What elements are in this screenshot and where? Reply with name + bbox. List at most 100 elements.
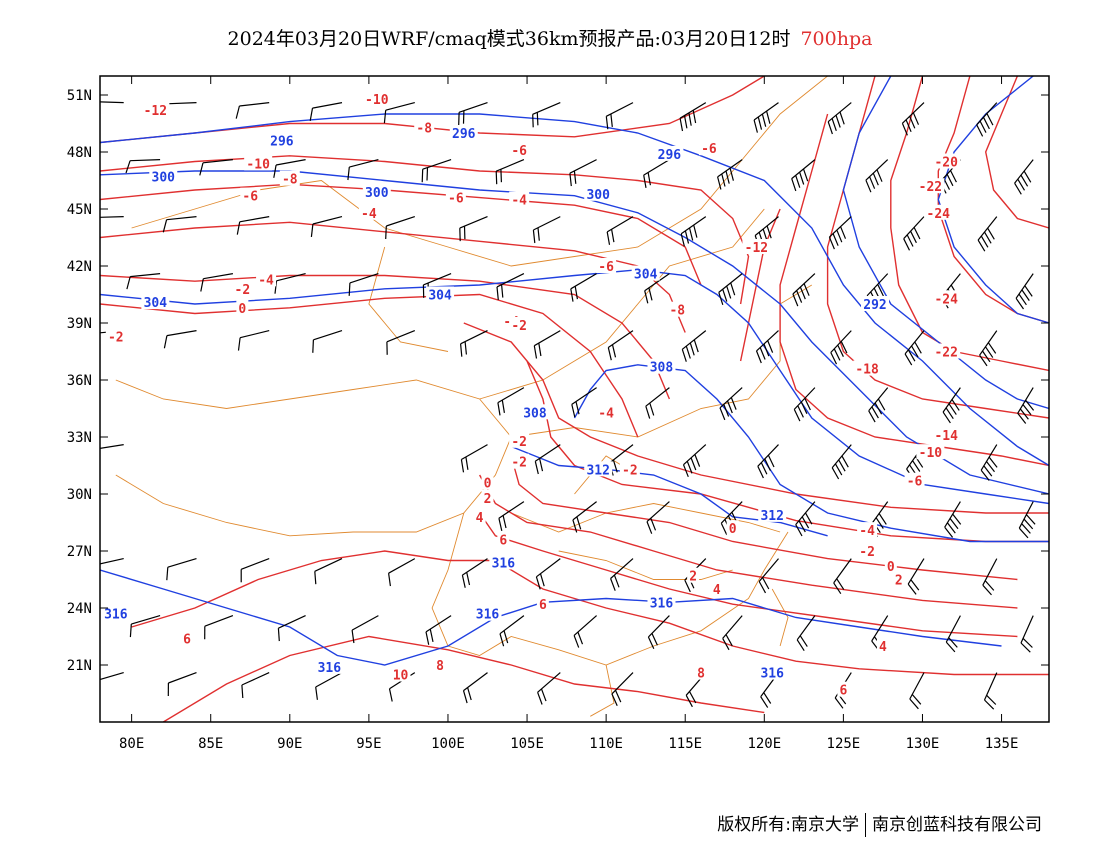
- temperature-label: -8: [416, 121, 432, 136]
- wind-barb-staff: [458, 102, 488, 113]
- temperature-label-bg: [904, 472, 925, 488]
- wind-barb-flag: [90, 218, 94, 230]
- wind-barb-flag: [795, 175, 801, 188]
- wind-barb-flag: [644, 290, 649, 304]
- temperature-label-bg: [667, 301, 688, 317]
- wind-barb-flag: [804, 398, 811, 411]
- wind-barb-flag: [534, 461, 539, 475]
- wind-barb-flag: [647, 172, 651, 186]
- wind-barb-staff: [131, 615, 161, 625]
- isotherm-line: [478, 474, 1018, 609]
- temperature-label: -22: [919, 180, 942, 195]
- wind-barb-flag: [1023, 170, 1032, 183]
- wind-barb-staff: [315, 672, 343, 688]
- temperature-label: -4: [258, 273, 274, 288]
- temperature-label: 6: [839, 684, 847, 699]
- height-label-bg: [647, 358, 676, 374]
- wind-barb-flag: [689, 342, 695, 356]
- wind-barb-flag: [1022, 637, 1033, 648]
- wind-barb-flag: [726, 285, 732, 299]
- wind-barb-flag: [987, 227, 995, 240]
- height-label-bg: [584, 461, 613, 477]
- wind-barb-flag: [869, 176, 876, 189]
- wind-barb-flag: [611, 693, 618, 706]
- wind-barb-flag: [837, 344, 844, 357]
- wind-barb-flag: [986, 694, 997, 705]
- isotherm-line: [100, 293, 639, 438]
- temperature-label: -2: [859, 545, 875, 560]
- wind-barb-flag: [725, 634, 733, 647]
- temperature-label-bg: [884, 558, 897, 574]
- wind-barb-flag: [757, 116, 763, 130]
- wind-barb-flag: [952, 513, 962, 525]
- height-label-bg: [141, 294, 170, 310]
- x-tick-label: 110E: [589, 736, 623, 752]
- wind-barb-flag: [839, 111, 845, 125]
- height-contour-line: [842, 76, 1049, 410]
- wind-barb-flag: [645, 406, 651, 419]
- wind-barb-flag: [613, 574, 620, 588]
- wind-barb-flag: [426, 167, 429, 181]
- wind-barb-flag: [911, 345, 919, 358]
- wind-barb-flag: [236, 221, 241, 235]
- y-tick-label: 30N: [67, 487, 92, 503]
- wind-barb-flag: [721, 173, 726, 187]
- temperature-label-bg: [892, 571, 905, 587]
- wind-barb-staff: [607, 330, 634, 348]
- wind-barb-staff: [722, 615, 743, 639]
- wind-barb-staff: [386, 330, 416, 343]
- wind-barb-flag: [692, 110, 697, 124]
- map-title: 2024年03月20日WRF/cmaq模式36km预报产品:03月20日12时 7…: [0, 24, 1100, 51]
- wind-barb-flag: [906, 234, 914, 247]
- wind-barb-flag: [730, 282, 736, 296]
- wind-barb-flag: [1022, 404, 1032, 416]
- wind-barb-flag: [767, 340, 774, 353]
- temperature-label: -4: [511, 194, 527, 209]
- wind-barb-flag: [910, 230, 917, 244]
- title-level: 700hpa: [800, 28, 873, 50]
- wind-barb-flag: [943, 177, 951, 190]
- temperature-label-bg: [509, 191, 530, 207]
- wind-barb-flag: [831, 467, 840, 480]
- wind-barb-flag: [351, 630, 355, 644]
- wind-barb-flag: [877, 284, 884, 297]
- temperature-label: -6: [242, 190, 258, 205]
- temperature-label: -12: [144, 104, 167, 119]
- wind-barb-flag: [570, 288, 574, 302]
- wind-barb-staff: [130, 159, 161, 162]
- wind-barb-flag: [951, 399, 960, 411]
- height-label-bg: [758, 664, 787, 680]
- wind-barb-flag: [763, 343, 770, 357]
- wind-barb-flag: [949, 170, 957, 183]
- temperature-label: 0: [238, 302, 246, 317]
- wind-barb-flag: [383, 110, 387, 124]
- wind-barb-flag: [569, 173, 572, 187]
- y-tick-label: 24N: [67, 601, 92, 617]
- wind-barb-flag: [944, 526, 954, 538]
- temperature-label-bg: [240, 187, 261, 203]
- temperature-label: 8: [436, 659, 444, 674]
- wind-barb-staff: [278, 615, 306, 629]
- wind-barb-staff: [168, 672, 197, 684]
- temperature-label: 2: [484, 492, 492, 507]
- wind-barb-staff: [166, 216, 197, 221]
- wind-barb-flag: [876, 169, 883, 182]
- isotherm-line: [463, 322, 1049, 514]
- temperature-label: -18: [855, 363, 879, 378]
- wind-barb-flag: [980, 235, 989, 248]
- wind-barb-staff: [351, 615, 379, 631]
- wind-barb-flag: [792, 293, 799, 307]
- wind-barb-flag: [1017, 412, 1027, 424]
- wind-barb-flag: [684, 230, 690, 244]
- wind-barb-flag: [868, 410, 876, 423]
- wind-barb-flag: [274, 280, 278, 294]
- height-label: 316: [492, 556, 516, 571]
- wind-barb-flag: [1024, 285, 1033, 297]
- height-label-bg: [362, 183, 391, 199]
- wind-barb-flag: [865, 179, 872, 193]
- x-tick-label: 80E: [119, 736, 144, 752]
- wind-barb-flag: [93, 565, 95, 578]
- wind-barb-flag: [909, 698, 919, 710]
- wind-barb-flag: [539, 458, 544, 472]
